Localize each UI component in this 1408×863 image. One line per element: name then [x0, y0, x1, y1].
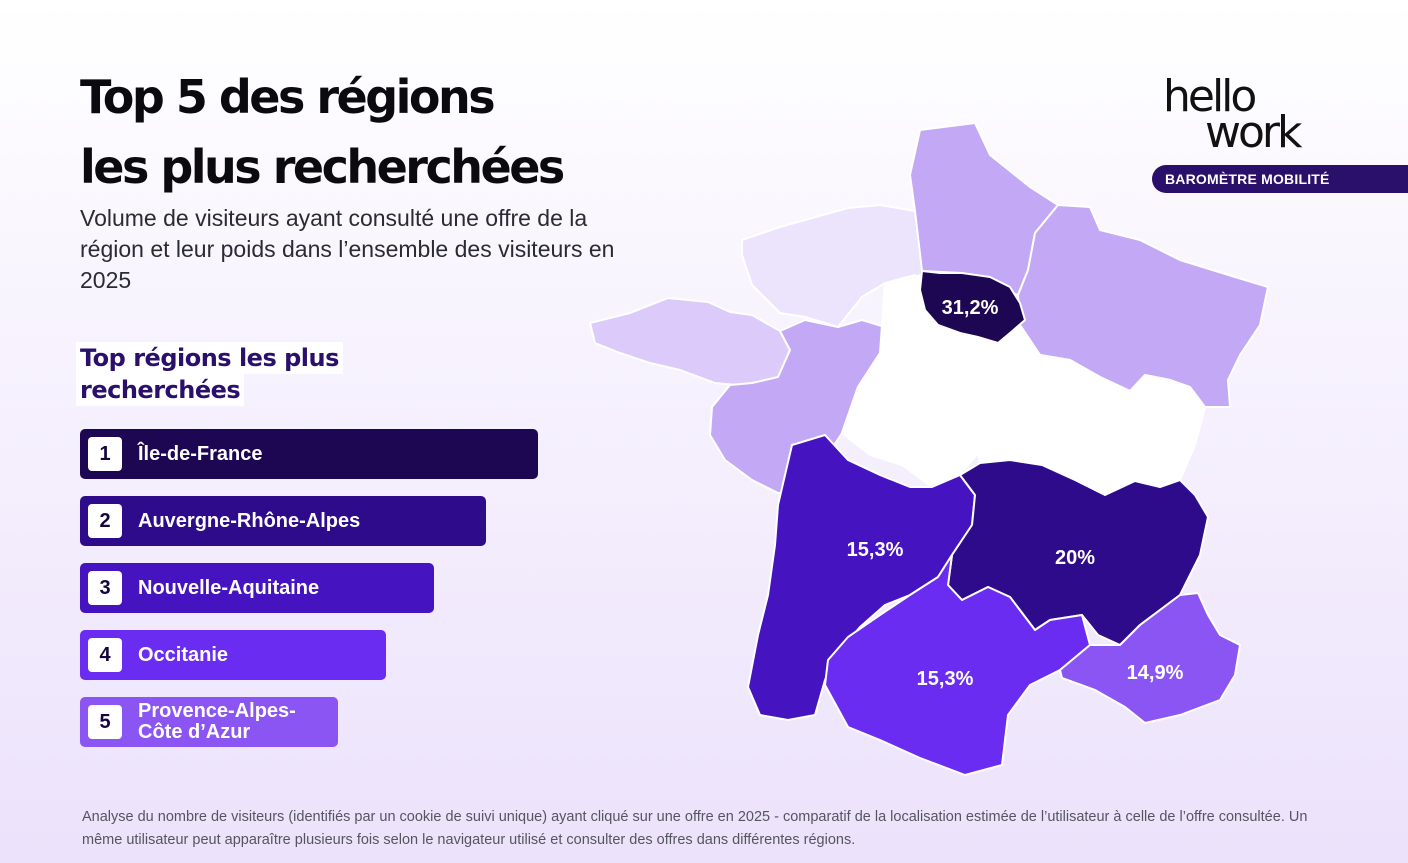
ranking-heading: Top régions les plus recherchées: [76, 342, 343, 406]
page-title: Top 5 des régions les plus recherchées: [80, 62, 565, 202]
map-value-nouvelle-aquitaine: 15,3%: [847, 539, 904, 561]
logo-text-line-1: hello: [1163, 71, 1257, 122]
barometre-badge: BAROMÈTRE MOBILITÉ: [1152, 165, 1408, 193]
region-provence-alpes-cote-d-azur: [1059, 592, 1241, 724]
map-value-occitanie: 15,3%: [917, 668, 974, 690]
rank-number: 5: [88, 705, 122, 739]
page-title-line-1: Top 5 des régions: [80, 70, 496, 124]
rank-row-1: 1 Île-de-France: [80, 429, 538, 479]
rank-region-name: Île-de-France: [138, 442, 263, 465]
rank-number: 4: [88, 638, 122, 672]
map-value-provence-alpes-cote-d-azur: 14,9%: [1127, 662, 1184, 684]
region-bretagne: [589, 297, 791, 387]
map-value-auvergne-rhone-alpes: 20%: [1055, 547, 1095, 569]
region-ile-de-france: [919, 270, 1026, 344]
rank-row-2: 2 Auvergne-Rhône-Alpes: [80, 496, 486, 546]
logo-text-line-2: work: [1205, 107, 1302, 158]
region-occitanie: [824, 554, 1091, 776]
rank-number: 3: [88, 571, 122, 605]
rank-row-3: 3 Nouvelle-Aquitaine: [80, 563, 434, 613]
rank-region-name: Provence-Alpes-Côte d’Azur: [138, 700, 296, 743]
footnote: Analyse du nombre de visiteurs (identifi…: [82, 809, 1308, 848]
rank-number: 2: [88, 504, 122, 538]
rank-row-4: 4 Occitanie: [80, 630, 386, 680]
france-regions-map: 31,2% 20% 15,3% 15,3% 14,9%: [589, 122, 1269, 776]
rank-region-name: Occitanie: [138, 643, 229, 666]
rank-region-name: Nouvelle-Aquitaine: [138, 576, 320, 599]
rank-row-5: 5 Provence-Alpes-Côte d’Azur: [80, 697, 338, 747]
map-value-ile-de-france: 31,2%: [942, 297, 999, 319]
rank-number: 1: [88, 437, 122, 471]
rank-region-name: Auvergne-Rhône-Alpes: [138, 509, 361, 532]
ranking-heading-line-1: Top régions les plus: [76, 342, 343, 374]
page-title-line-2: les plus recherchées: [80, 140, 565, 194]
page-subtitle: Volume de visiteurs ayant consulté une o…: [80, 205, 615, 293]
hellowork-logo: hello work: [1163, 71, 1333, 158]
region-nouvelle-aquitaine: [747, 434, 976, 721]
ranking-heading-line-2: recherchées: [76, 374, 245, 406]
